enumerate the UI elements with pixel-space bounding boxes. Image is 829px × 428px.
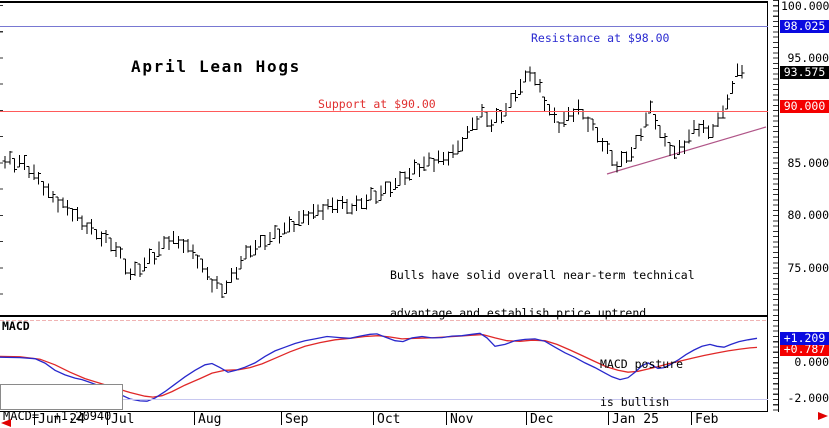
right-plot-border <box>767 1 768 412</box>
x-axis-tick <box>194 412 195 425</box>
price-badge: 98.025 <box>780 20 829 33</box>
uptrend-line <box>606 126 767 175</box>
price-badge: 90.000 <box>780 100 829 113</box>
x-axis-label: Jan 25 <box>612 412 659 427</box>
price-scale-label: 85.000 <box>787 156 829 170</box>
x-axis-tick <box>281 412 282 425</box>
price-scale-label: 95.000 <box>787 51 829 65</box>
resistance-line <box>0 26 768 27</box>
left-axis-ticks <box>0 5 3 305</box>
price-scale-label: 75.000 <box>787 261 829 275</box>
right-axis-ticks <box>773 0 778 412</box>
scroll-left-arrow[interactable] <box>1 419 11 427</box>
x-axis-label: Sep <box>285 412 309 427</box>
x-axis-tick <box>691 412 692 425</box>
x-axis-label: Jul <box>111 412 135 427</box>
support-line <box>0 111 768 112</box>
top-border <box>0 1 768 3</box>
commentary-line-2: advantage and establish price uptrend. <box>390 305 654 320</box>
macd-low-gridline <box>0 399 768 400</box>
price-axis-line <box>778 0 779 412</box>
x-axis-tick <box>526 412 527 425</box>
x-axis-label: Jun 24 <box>38 412 85 427</box>
macd-value-readout: MACD= +1.20940 <box>3 409 112 423</box>
price-badge: +1.209 <box>780 332 829 345</box>
price-badge: +0.787 <box>780 343 829 356</box>
price-scale-label: 0.000 <box>794 355 829 369</box>
commentary-line-1: Bulls have solid overall near-term techn… <box>390 268 695 282</box>
commentary-text: Bulls have solid overall near-term techn… <box>390 244 695 344</box>
x-axis-label: Aug <box>198 412 222 427</box>
x-axis-tick <box>446 412 447 425</box>
macd-panel-label: MACD <box>2 319 30 333</box>
support-label: Support at $90.00 <box>318 97 436 111</box>
price-scale-label: 80.000 <box>787 208 829 222</box>
x-axis-tick <box>373 412 374 425</box>
panel-divider <box>0 315 768 317</box>
macd-note: MACD posture is bullish <box>600 333 683 428</box>
macd-legend-box: MACD= +1.20940 MACDA= +0.78747 <box>0 384 123 422</box>
price-scale-label: -2.000 <box>787 391 829 405</box>
x-axis-label: Dec <box>530 412 554 427</box>
x-axis-label: Nov <box>450 412 474 427</box>
x-axis-tick <box>107 412 108 425</box>
scroll-right-arrow[interactable] <box>818 412 828 420</box>
resistance-label: Resistance at $98.00 <box>531 31 670 45</box>
chart-title: April Lean Hogs <box>131 57 301 76</box>
x-axis-tick <box>34 412 35 425</box>
macd-note-line-1: MACD posture <box>600 357 684 371</box>
macd-note-line-2: is bullish <box>600 394 670 409</box>
macd-top-gridline <box>0 320 768 321</box>
x-axis-label: Oct <box>377 412 401 427</box>
x-axis-label: Feb <box>695 412 719 427</box>
price-badge: 93.575 <box>780 66 829 79</box>
x-axis-tick <box>608 412 609 425</box>
bottom-axis <box>0 411 768 412</box>
price-scale-label: 100.000 <box>781 0 829 13</box>
